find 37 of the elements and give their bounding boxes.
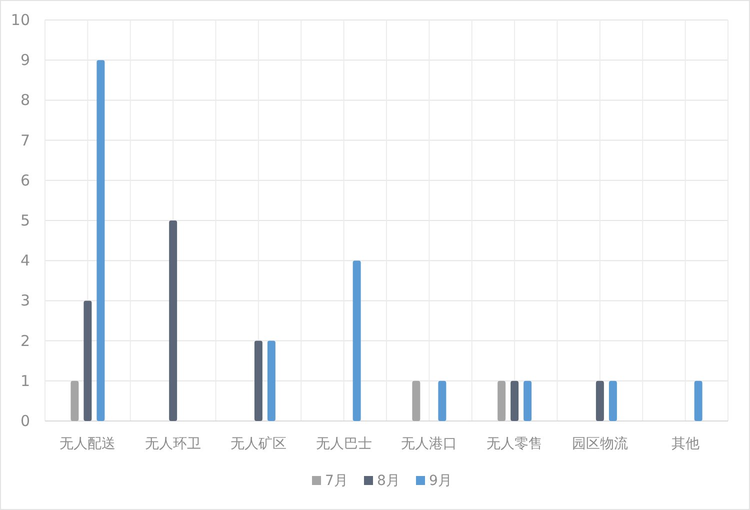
- y-tick-label: 0: [20, 412, 30, 430]
- y-tick-label: 4: [20, 252, 30, 270]
- bar: [524, 380, 532, 421]
- y-tick-label: 2: [20, 332, 30, 350]
- y-tick-label: 1: [20, 372, 30, 390]
- bar: [412, 380, 420, 421]
- bar: [510, 380, 519, 421]
- bar: [694, 380, 702, 421]
- x-tick-label: 其他: [671, 436, 700, 452]
- bar: [608, 380, 617, 421]
- bar: [84, 300, 92, 421]
- y-tick-label: 10: [10, 11, 30, 29]
- bar: [70, 380, 79, 421]
- x-tick-label: 无人环卫: [145, 436, 202, 452]
- y-tick-label: 9: [20, 51, 30, 70]
- bar: [267, 340, 276, 421]
- bar: [438, 380, 446, 421]
- x-tick-label: 无人矿区: [230, 436, 286, 452]
- bar: [96, 60, 105, 421]
- legend-label: 8月: [377, 473, 400, 489]
- x-tick-label: 无人配送: [60, 436, 116, 452]
- x-tick-label: 园区物流: [572, 436, 628, 452]
- legend-label: 7月: [325, 473, 348, 489]
- bar: [596, 380, 604, 421]
- y-tick-label: 5: [20, 212, 30, 230]
- y-tick-label: 7: [20, 131, 30, 150]
- bar: [352, 260, 361, 421]
- bar: [254, 340, 262, 421]
- bar: [498, 380, 506, 421]
- bar: [169, 220, 178, 421]
- x-tick-label: 无人零售: [486, 436, 543, 452]
- y-tick-label: 3: [20, 292, 30, 310]
- y-tick-label: 6: [20, 171, 30, 190]
- x-tick-label: 无人巴士: [316, 436, 372, 452]
- x-tick-label: 无人港口: [401, 436, 458, 452]
- legend-label: 9月: [429, 473, 452, 489]
- y-tick-label: 8: [20, 91, 30, 110]
